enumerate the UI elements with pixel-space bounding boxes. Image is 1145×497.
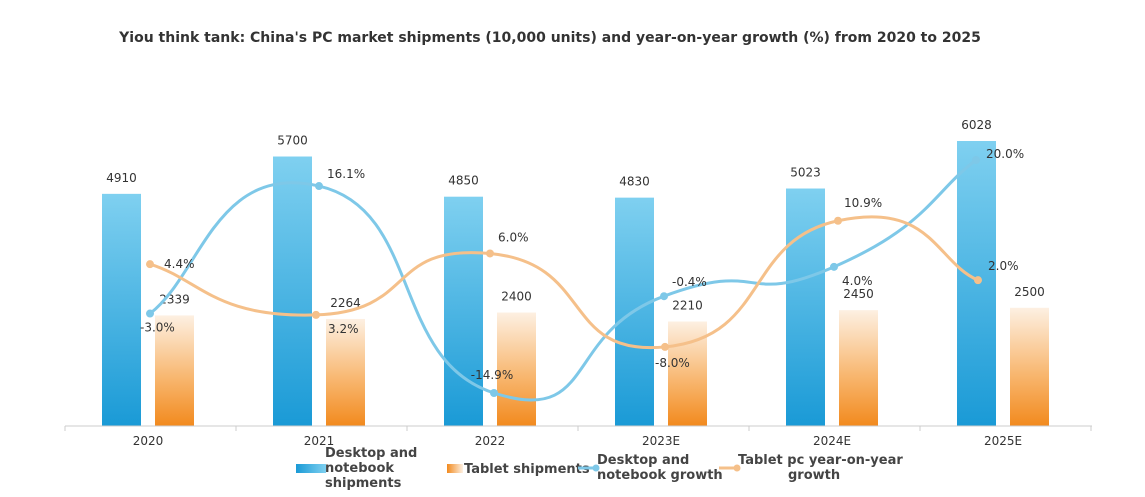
desktop-bar-label-2025E: 6028 bbox=[961, 118, 992, 132]
tablet-bar-2024E bbox=[839, 310, 878, 426]
tablet-bar-2025E bbox=[1010, 307, 1049, 426]
x-axis: 2020 2021 2022 2023E 2024E 2025E bbox=[64, 425, 1092, 448]
legend-label: Tablet shipments bbox=[464, 462, 590, 477]
legend-item-1: Tablet shipments bbox=[447, 462, 590, 477]
tablet-growth-label-2021: 3.2% bbox=[328, 322, 359, 336]
tablet-bar-label-2024E: 2450 bbox=[843, 287, 874, 301]
tablet-growth-label-2024E: 10.9% bbox=[844, 196, 882, 210]
desktop-growth-label-2025E: 20.0% bbox=[986, 147, 1024, 161]
legend-swatch bbox=[447, 464, 463, 473]
desktop-growth-point-2022 bbox=[490, 389, 498, 397]
legend-swatch bbox=[296, 464, 326, 473]
x-tick-label-2021: 2021 bbox=[304, 434, 335, 448]
chart-title: Yiou think tank: China's PC market shipm… bbox=[118, 30, 981, 46]
tablet-growth-label-2025E: 2.0% bbox=[988, 259, 1019, 273]
legend-item-0: Desktop and notebook shipments bbox=[296, 446, 417, 491]
tablet-growth-point-2024E bbox=[834, 216, 842, 225]
desktop-bar-label-2024E: 5023 bbox=[790, 166, 821, 180]
x-tick-label-2025E: 2025E bbox=[984, 434, 1022, 448]
x-tick-label-2022: 2022 bbox=[475, 434, 506, 448]
desktop-bar-label-2023E: 4830 bbox=[619, 175, 650, 189]
legend-label: Desktop and notebook shipments bbox=[325, 446, 417, 491]
tablet-growth-point-2023E bbox=[661, 342, 669, 351]
desktop-growth-point-2021 bbox=[315, 182, 323, 191]
tablet-growth-point-2020 bbox=[146, 260, 154, 269]
desktop-growth-point-2023E bbox=[660, 292, 668, 301]
x-tick-label-2024E: 2024E bbox=[813, 434, 851, 448]
desktop-growth-label-2020: -3.0% bbox=[140, 321, 175, 335]
tablet-bar-label-2023E: 2210 bbox=[672, 299, 703, 313]
tablet-growth-label-2020: 4.4% bbox=[164, 257, 195, 271]
tablet-bar-label-2021: 2264 bbox=[330, 296, 361, 310]
legend: Desktop and notebook shipments Tablet shipm… bbox=[296, 446, 903, 491]
desktop-growth-label-2024E: 4.0% bbox=[842, 274, 873, 288]
desktop-growth-point-2025E bbox=[972, 156, 980, 164]
tablet-growth-point-2022 bbox=[486, 249, 494, 258]
x-tick-label-2023E: 2023E bbox=[642, 434, 680, 448]
legend-swatch-point bbox=[592, 464, 600, 472]
desktop-bar-label-2020: 4910 bbox=[106, 171, 137, 185]
tablet-bar-2022 bbox=[497, 312, 536, 426]
tablet-growth-label-2022: 6.0% bbox=[498, 230, 529, 244]
desktop-bar-2021 bbox=[273, 156, 312, 426]
desktop-bar-2024E bbox=[786, 188, 825, 426]
x-tick-label-2020: 2020 bbox=[133, 434, 164, 448]
tablet-bar-2021 bbox=[326, 318, 365, 426]
desktop-growth-label-2021: 16.1% bbox=[327, 167, 365, 181]
legend-label: Desktop and notebook growth bbox=[597, 453, 723, 483]
desktop-bar-2020 bbox=[102, 193, 141, 426]
line-layer: -3.0% 16.1% -14.9% -0.4% 4.0% 20.0% 4.4% 3.2% 6.… bbox=[140, 147, 1024, 402]
desktop-bar-2022 bbox=[444, 196, 483, 426]
tablet-bar-label-2025E: 2500 bbox=[1014, 285, 1045, 299]
legend-swatch-point bbox=[733, 464, 741, 472]
desktop-growth-label-2023E: -0.4% bbox=[672, 275, 707, 289]
legend-item-2: Desktop and notebook growth bbox=[578, 453, 723, 483]
desktop-growth-point-2020 bbox=[146, 309, 154, 318]
tablet-bar-2020 bbox=[155, 315, 194, 426]
tablet-growth-label-2023E: -8.0% bbox=[655, 356, 690, 370]
desktop-growth-label-2022: -14.9% bbox=[471, 368, 513, 382]
tablet-growth-point-2025E bbox=[974, 276, 982, 285]
tablet-growth-point-2021 bbox=[312, 310, 320, 319]
desktop-bar-label-2022: 4850 bbox=[448, 174, 479, 188]
desktop-growth-point-2024E bbox=[830, 262, 838, 271]
legend-item-3: Tablet pc year-on-year growth bbox=[719, 453, 903, 483]
desktop-bar-label-2021: 5700 bbox=[277, 134, 308, 148]
tablet-bar-label-2022: 2400 bbox=[501, 290, 532, 304]
legend-label: Tablet pc year-on-year growth bbox=[738, 453, 903, 483]
